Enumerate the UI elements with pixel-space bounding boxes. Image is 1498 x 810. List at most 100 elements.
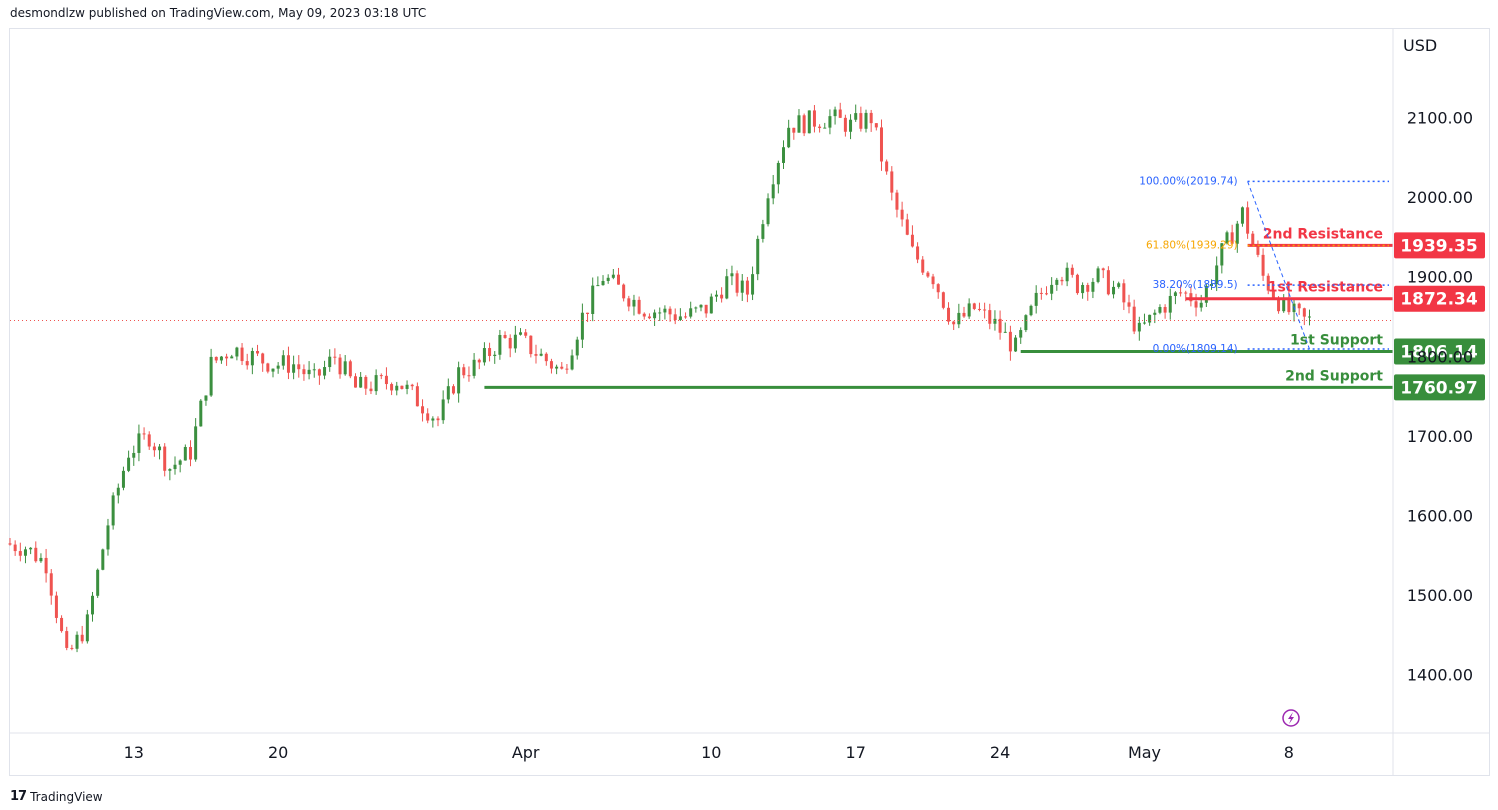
candle-body xyxy=(993,318,997,324)
candle-body xyxy=(1101,268,1105,271)
candle-body xyxy=(580,312,584,340)
fib-level-label: 100.00%(2019.74) xyxy=(1139,175,1237,187)
candle-body xyxy=(1194,301,1198,308)
candle-body xyxy=(338,357,342,375)
candle-body xyxy=(436,418,440,421)
candle-body xyxy=(1060,279,1064,282)
candle-body xyxy=(379,375,383,377)
candle-body xyxy=(292,364,296,373)
tradingview-logo-icon[interactable]: 17 xyxy=(10,789,27,804)
candle-body xyxy=(1127,302,1131,307)
candle-body xyxy=(1240,207,1244,224)
candle-body xyxy=(864,112,868,129)
candle-body xyxy=(183,446,187,461)
candle-body xyxy=(725,276,729,299)
candle-body xyxy=(714,294,718,297)
candle-body xyxy=(1070,267,1074,275)
candle-body xyxy=(1271,290,1275,299)
candle-body xyxy=(168,469,172,471)
candle-body xyxy=(1210,284,1214,286)
candle-body xyxy=(606,277,610,281)
candle-body xyxy=(400,385,404,389)
candle-body xyxy=(54,595,58,618)
candle-body xyxy=(1122,283,1126,303)
candle-body xyxy=(359,376,363,388)
x-tick-label: Apr xyxy=(512,743,540,762)
candle-body xyxy=(998,318,1002,333)
candle-body xyxy=(431,418,435,421)
candle-body xyxy=(797,115,801,133)
candle-body xyxy=(163,446,167,471)
candle-body xyxy=(1282,298,1286,312)
candle-body xyxy=(209,356,213,396)
fib-level-label: 0.00%(1809.14) xyxy=(1153,343,1238,355)
candle-body xyxy=(941,292,945,308)
candle-body xyxy=(529,335,533,355)
lightning-icon[interactable] xyxy=(1282,709,1300,727)
candle-body xyxy=(1179,292,1183,294)
candle-body xyxy=(673,314,677,320)
candle-body xyxy=(1003,331,1007,333)
candle-body xyxy=(519,332,523,335)
candle-body xyxy=(1287,298,1291,313)
candle-body xyxy=(106,525,110,550)
candle-body xyxy=(44,557,48,574)
footer-brand: TradingView xyxy=(30,789,103,804)
candle-body xyxy=(1024,315,1028,331)
candle-body xyxy=(771,184,775,199)
candle-body xyxy=(65,631,69,648)
candle-body xyxy=(235,347,239,357)
candle-body xyxy=(637,299,641,314)
candle-body xyxy=(983,309,987,311)
candle-body xyxy=(544,353,548,362)
x-tick-label: 17 xyxy=(846,743,866,762)
candle-body xyxy=(369,388,373,392)
candle-body xyxy=(539,353,543,356)
candle-body xyxy=(1302,308,1306,317)
candle-body xyxy=(916,246,920,260)
candle-body xyxy=(957,312,961,325)
candle-body xyxy=(199,400,203,427)
candle-body xyxy=(1168,295,1172,313)
candle-body xyxy=(647,316,651,319)
candle-body xyxy=(354,376,357,388)
candle-body xyxy=(740,280,744,293)
candle-body xyxy=(586,312,590,314)
candle-body xyxy=(173,464,177,470)
candle-body xyxy=(792,127,796,133)
candle-body xyxy=(1153,312,1157,315)
candle-body xyxy=(1055,279,1059,285)
chart-frame xyxy=(9,28,1490,776)
candle-body xyxy=(390,384,394,391)
candle-body xyxy=(1297,303,1301,309)
candle-body xyxy=(49,573,53,596)
candle-body xyxy=(317,369,321,376)
candle-body xyxy=(1230,232,1234,244)
level-value-text: 1760.97 xyxy=(1400,378,1477,398)
candle-body xyxy=(364,376,368,389)
candle-body xyxy=(323,367,327,376)
candle-body xyxy=(1117,283,1121,287)
candle-body xyxy=(1050,284,1054,294)
candle-body xyxy=(482,348,486,363)
candle-body xyxy=(142,433,146,435)
candle-body xyxy=(962,312,966,317)
candle-body xyxy=(472,359,476,376)
candle-body xyxy=(818,126,822,129)
candle-body xyxy=(121,470,125,488)
candle-body xyxy=(782,147,786,163)
fib-level-label: 61.80%(1939.29) xyxy=(1146,239,1238,251)
x-tick-label: 13 xyxy=(124,743,144,762)
candle-body xyxy=(663,308,667,313)
candle-body xyxy=(895,192,899,210)
candle-body xyxy=(952,321,956,325)
candle-body xyxy=(1034,292,1038,306)
candle-body xyxy=(101,549,105,570)
candle-body xyxy=(591,285,595,314)
currency-label: USD xyxy=(1403,36,1437,55)
candle-body xyxy=(1215,265,1219,285)
candle-body xyxy=(859,113,863,129)
candle-body xyxy=(668,308,672,315)
candle-body xyxy=(384,375,388,385)
